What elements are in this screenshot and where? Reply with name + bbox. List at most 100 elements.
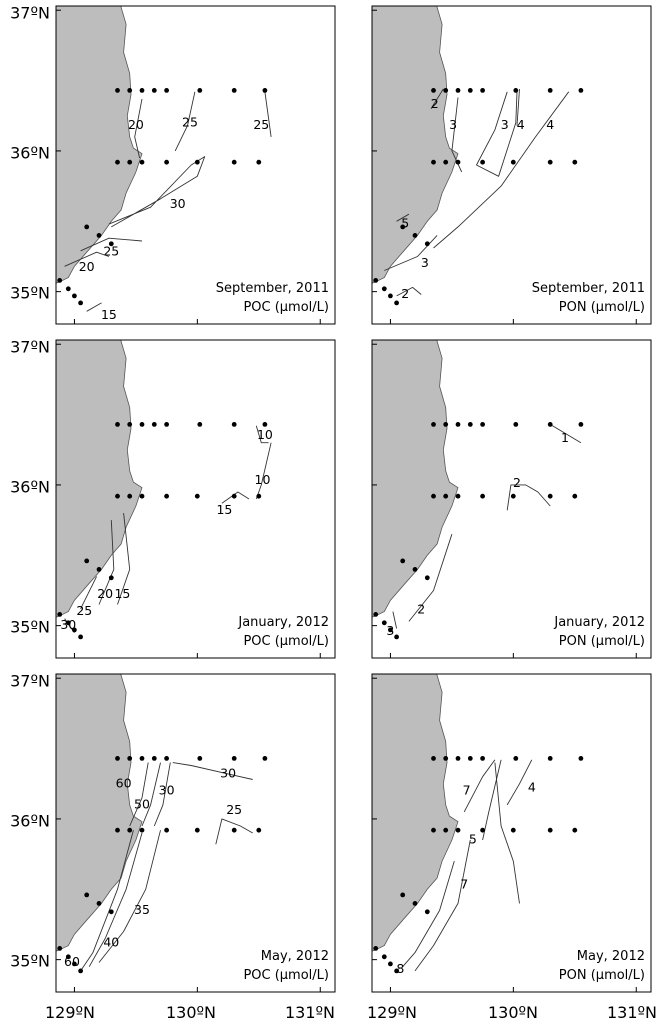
panel-caption-date: May, 2012 [577, 949, 645, 964]
contour-line [221, 491, 250, 504]
station-dot [578, 88, 584, 93]
station-dot [231, 88, 237, 93]
contour-line [396, 213, 410, 222]
station-dot [443, 827, 449, 833]
contour-line [516, 88, 520, 126]
contour-line [402, 860, 455, 967]
contour-label: 7 [460, 877, 468, 892]
station-dot [84, 224, 90, 230]
y-tick-35-panel-row-3: 35ºN [10, 952, 50, 971]
station-dot [455, 422, 461, 427]
station-dot [547, 756, 553, 761]
station-dot [455, 88, 461, 93]
station-dot [388, 293, 393, 299]
contour-line [433, 91, 570, 249]
station-dot [578, 756, 584, 761]
contour-label: 60 [116, 775, 132, 790]
station-dot [115, 827, 120, 833]
panel-caption-date: September, 2011 [216, 281, 329, 296]
contour-label: 15 [216, 502, 232, 517]
station-dot [510, 827, 516, 833]
station-dot [151, 756, 157, 761]
station-dot [547, 422, 553, 427]
contour-line [215, 818, 253, 845]
station-dot [431, 159, 436, 165]
contour-line [506, 484, 551, 511]
station-dot [572, 493, 578, 499]
contour-label: 20 [97, 586, 113, 601]
station-dot [78, 634, 83, 640]
station-dot [412, 901, 418, 906]
contour-line [392, 611, 398, 629]
station-dot [115, 88, 120, 93]
contour-label: 25 [103, 244, 119, 259]
station-dot [373, 278, 379, 283]
land-mass [56, 340, 143, 618]
station-dot [431, 827, 436, 833]
contour-line [430, 88, 444, 109]
station-dot [443, 422, 449, 427]
station-dot [424, 909, 430, 915]
contour-line [80, 576, 98, 609]
contour-label: 15 [101, 307, 117, 322]
contour-line [408, 534, 453, 622]
contour-line [86, 302, 102, 312]
station-dot [394, 968, 399, 974]
station-dot [373, 612, 379, 617]
contour-line [98, 830, 161, 963]
panel-caption-parameter: PON (µmol/L) [559, 300, 645, 315]
station-dot [547, 827, 553, 833]
contour-line [153, 762, 171, 827]
x-tick-131-left: 131ºN [285, 1003, 335, 1022]
station-dot [480, 422, 485, 427]
station-dot [197, 756, 203, 761]
panel-caption-parameter: POC (µmol/L) [243, 300, 329, 315]
contour-line [134, 98, 143, 159]
station-dot [96, 567, 102, 572]
station-dot [151, 422, 157, 427]
station-dot [194, 493, 200, 499]
contour-label: 2 [417, 602, 425, 617]
station-dot [231, 756, 237, 761]
x-tick-130-left: 130ºN [166, 1003, 216, 1022]
contour-line [172, 762, 253, 780]
contour-label: 35 [134, 902, 150, 917]
contour-label: 3 [501, 117, 509, 132]
station-dot [388, 627, 393, 633]
station-dot [231, 422, 237, 427]
station-dot [467, 422, 473, 427]
contour-label: 4 [528, 780, 536, 795]
station-dot [443, 88, 449, 93]
contour-line [108, 156, 206, 228]
contour-label: 25 [182, 114, 198, 129]
station-dot [412, 567, 418, 572]
panel-frame [55, 673, 336, 993]
station-dot [480, 756, 485, 761]
station-dot [108, 909, 114, 915]
station-dot [164, 88, 170, 93]
station-dot [231, 493, 237, 499]
station-dot [480, 159, 485, 165]
station-dot [164, 756, 170, 761]
contour-line [129, 762, 149, 827]
station-dot [115, 159, 120, 165]
station-dot [164, 422, 170, 427]
map-panel-6: 7 5 4 7 8 May, 2012 PON (µmol/L) [371, 673, 652, 993]
station-dot [262, 756, 268, 761]
station-dot [108, 575, 114, 581]
station-dot [78, 968, 83, 974]
y-tick-37-panel-row-2: 37ºN [10, 338, 50, 357]
station-dot [262, 422, 268, 427]
station-dot [57, 278, 63, 283]
station-dot [84, 892, 90, 898]
land-mass [372, 674, 459, 952]
station-dot [394, 300, 399, 306]
station-dot [547, 493, 553, 499]
station-dot [480, 827, 485, 833]
station-dot [510, 493, 516, 499]
station-dot [431, 493, 436, 499]
x-tick-131-right: 131ºN [607, 1003, 657, 1022]
panel-caption-parameter: PON (µmol/L) [559, 634, 645, 649]
